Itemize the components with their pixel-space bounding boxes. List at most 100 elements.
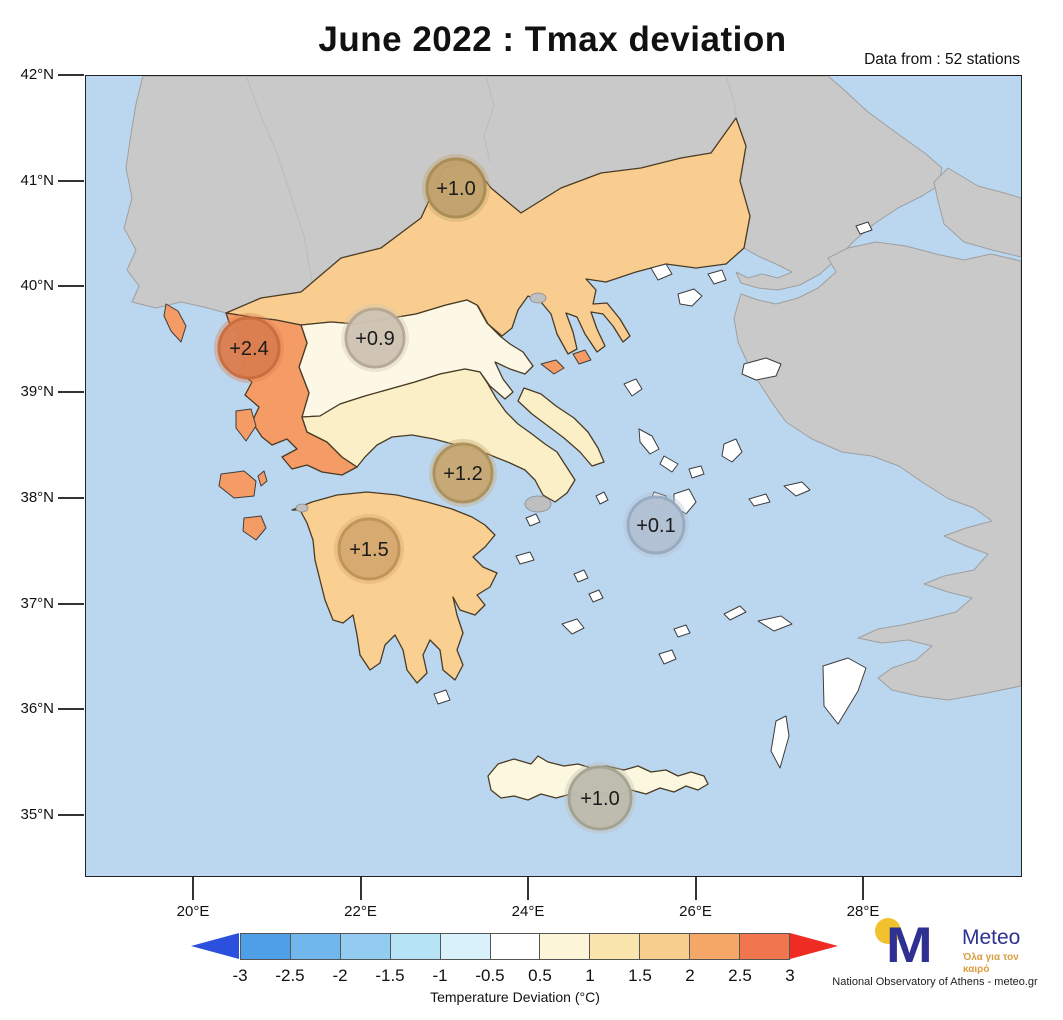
island-corfu <box>163 303 187 343</box>
land-bosphorus-strip <box>933 167 1021 258</box>
colorbar-tick: -3 <box>232 966 248 985</box>
island-sporades <box>540 359 565 375</box>
island-rhodes <box>822 657 867 725</box>
island-karpathos <box>770 715 790 769</box>
country-border <box>725 76 737 117</box>
colorbar-segment <box>740 934 789 959</box>
colorbar-segment <box>241 934 291 959</box>
lat-label: 41°N <box>20 171 54 189</box>
island-kos <box>757 615 793 632</box>
meteo-monogram-icon: M <box>886 917 933 973</box>
station-marker: +1.2 <box>429 439 497 507</box>
lon-label: 20°E <box>176 903 210 920</box>
island-chios <box>721 438 743 463</box>
lat-label: 40°N <box>20 277 54 295</box>
island-zakynthos <box>242 515 267 541</box>
colorbar-tick: 2.5 <box>728 966 752 985</box>
lat-tick <box>58 74 84 76</box>
station-value: +0.9 <box>355 328 394 350</box>
colorbar-segment <box>690 934 741 959</box>
colorbar-segment <box>590 934 641 959</box>
island-amorgos <box>723 605 747 621</box>
lat-tick <box>58 496 84 499</box>
urban-thessaloniki <box>529 292 547 304</box>
island-santorini <box>658 649 677 665</box>
station-marker: +1.5 <box>334 514 404 584</box>
lon-tick <box>527 877 529 900</box>
island-samos <box>783 481 811 497</box>
lon-tick <box>192 877 194 900</box>
lat-label: 35°N <box>20 805 54 823</box>
logo-tagline: Όλα για τον καιρό <box>963 952 1019 975</box>
colorbar <box>240 933 790 960</box>
lat-label: 38°N <box>20 488 54 506</box>
map-frame: +1.0 +2.4 +0.9 +1.2 +1.5 +0.1 +1.0 <box>85 75 1022 877</box>
island-aegina <box>525 513 541 527</box>
lat-label: 39°N <box>20 383 54 401</box>
lat-label: 37°N <box>20 594 54 612</box>
land-anatolia <box>733 241 1021 701</box>
region-central-greece <box>301 368 576 503</box>
island-mykonos <box>688 465 705 479</box>
logo-brand: Meteo <box>962 926 1021 949</box>
colorbar-tick: 2 <box>685 966 695 985</box>
island-kythira <box>433 689 451 705</box>
colorbar-segment <box>290 934 341 959</box>
station-value: +1.0 <box>436 178 475 200</box>
colorbar-tick: 0.5 <box>528 966 552 985</box>
island-marmara <box>855 221 873 235</box>
lat-tick <box>58 813 84 816</box>
island-lesbos <box>741 357 782 381</box>
stations-layer: +1.0 +2.4 +0.9 +1.2 +1.5 +0.1 +1.0 <box>214 154 689 834</box>
colorbar-tick: -2.5 <box>275 966 305 985</box>
colorbar-segment <box>640 934 691 959</box>
island-andros <box>638 428 660 455</box>
island-ios <box>673 624 691 638</box>
colorbar-left-arrow <box>191 933 239 959</box>
station-marker: +1.0 <box>564 762 636 834</box>
lon-tick <box>359 877 362 900</box>
colorbar-segment <box>340 934 391 959</box>
island-limnos <box>677 288 703 307</box>
island-sporades <box>572 349 592 365</box>
island-kea <box>595 491 609 505</box>
data-source-note: Data from : 52 stations <box>864 51 1020 68</box>
station-value: +1.5 <box>349 539 388 561</box>
urban-athens <box>524 495 552 513</box>
station-value: +2.4 <box>229 338 268 360</box>
colorbar-tick: -1 <box>432 966 448 985</box>
lat-tick <box>58 708 84 711</box>
colorbar-tick: -0.5 <box>475 966 505 985</box>
colorbar-tick: 1 <box>585 966 595 985</box>
lon-label: 28°E <box>846 903 880 920</box>
station-value: +1.0 <box>580 788 619 810</box>
island-samothrace <box>707 269 727 285</box>
lat-label: 36°N <box>20 700 54 718</box>
lon-tick <box>862 877 864 900</box>
lat-tick <box>58 285 84 288</box>
colorbar-tick: -1.5 <box>375 966 405 985</box>
island-hydra <box>515 551 535 565</box>
colorbar-tick: 3 <box>785 966 795 985</box>
station-marker: +2.4 <box>214 313 284 383</box>
colorbar-right-arrow <box>790 933 838 959</box>
region-euboea <box>517 387 605 467</box>
page-title: June 2022 : Tmax deviation <box>318 20 787 59</box>
colorbar-segment <box>540 934 591 959</box>
lat-tick <box>58 179 84 182</box>
logo-caption: National Observatory of Athens - meteo.g… <box>832 976 1038 988</box>
lon-label: 24°E <box>511 903 545 920</box>
island-ithaca <box>257 470 268 487</box>
station-marker: +1.0 <box>422 154 490 222</box>
island-thasos <box>650 263 673 281</box>
lon-tick <box>694 877 697 900</box>
island-milos <box>561 618 585 635</box>
urban-patras <box>295 503 309 513</box>
island-kefalonia <box>218 470 257 499</box>
station-value: +1.2 <box>443 463 482 485</box>
sun-icon <box>875 918 901 944</box>
station-value: +0.1 <box>636 515 675 537</box>
station-marker: +0.1 <box>623 492 689 558</box>
colorbar-label: Temperature Deviation (°C) <box>430 989 600 1005</box>
